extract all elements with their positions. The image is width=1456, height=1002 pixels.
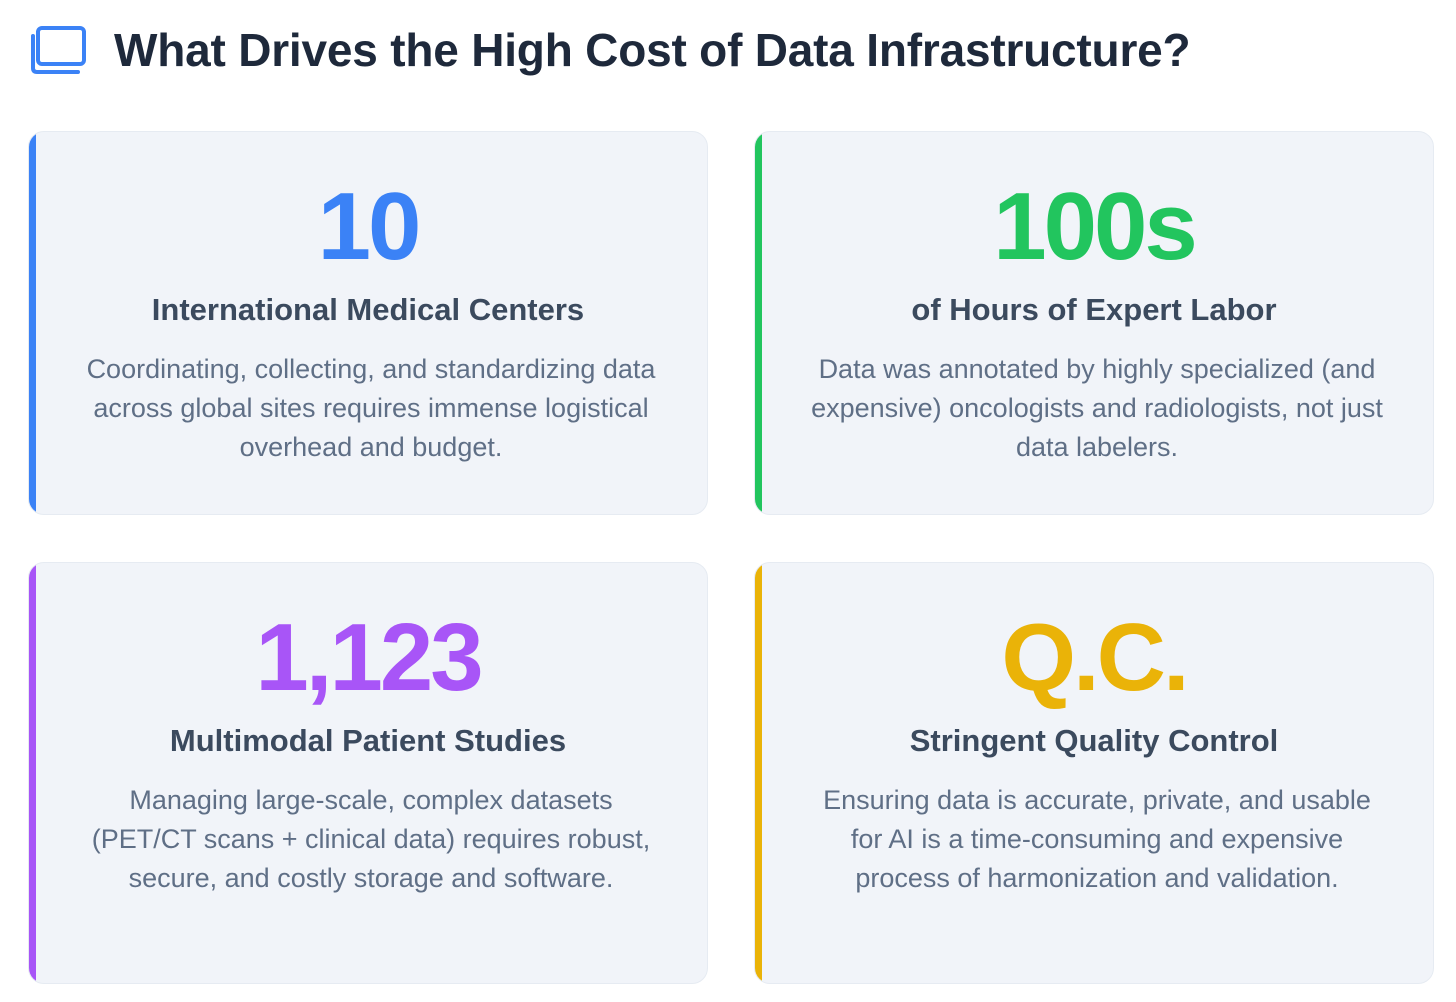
stat-label: Stringent Quality Control: [909, 723, 1279, 758]
card-accent-bar: [755, 563, 762, 983]
stat-card-quality-control: Q.C. Stringent Quality Control Ensuring …: [754, 562, 1434, 984]
stat-card-expert-labor: 100s of Hours of Expert Labor Data was a…: [754, 131, 1434, 515]
stat-value: Q.C.: [1001, 604, 1189, 711]
stat-label: of Hours of Expert Labor: [911, 292, 1277, 327]
stat-card-patient-studies: 1,123 Multimodal Patient Studies Managin…: [28, 562, 708, 984]
stat-value: 1,123: [255, 604, 483, 711]
stat-card-medical-centers: 10 International Medical Centers Coordin…: [28, 131, 708, 515]
stat-description: Coordinating, collecting, and standardiz…: [86, 354, 656, 462]
card-accent-bar: [755, 132, 762, 514]
stat-label: Multimodal Patient Studies: [169, 723, 567, 758]
card-accent-bar: [29, 132, 36, 514]
page-header: What Drives the High Cost of Data Infras…: [30, 18, 1191, 82]
card-accent-bar: [29, 563, 36, 983]
stat-description: Managing large-scale, complex datasets (…: [91, 785, 651, 893]
page-title: What Drives the High Cost of Data Infras…: [114, 24, 1191, 76]
screen-icon: [30, 24, 88, 76]
stat-value: 10: [317, 173, 422, 280]
stat-label: International Medical Centers: [151, 292, 585, 327]
stat-description: Ensuring data is accurate, private, and …: [823, 785, 1371, 893]
stat-description: Data was annotated by highly specialized…: [811, 354, 1383, 462]
stat-value: 100s: [993, 173, 1198, 280]
